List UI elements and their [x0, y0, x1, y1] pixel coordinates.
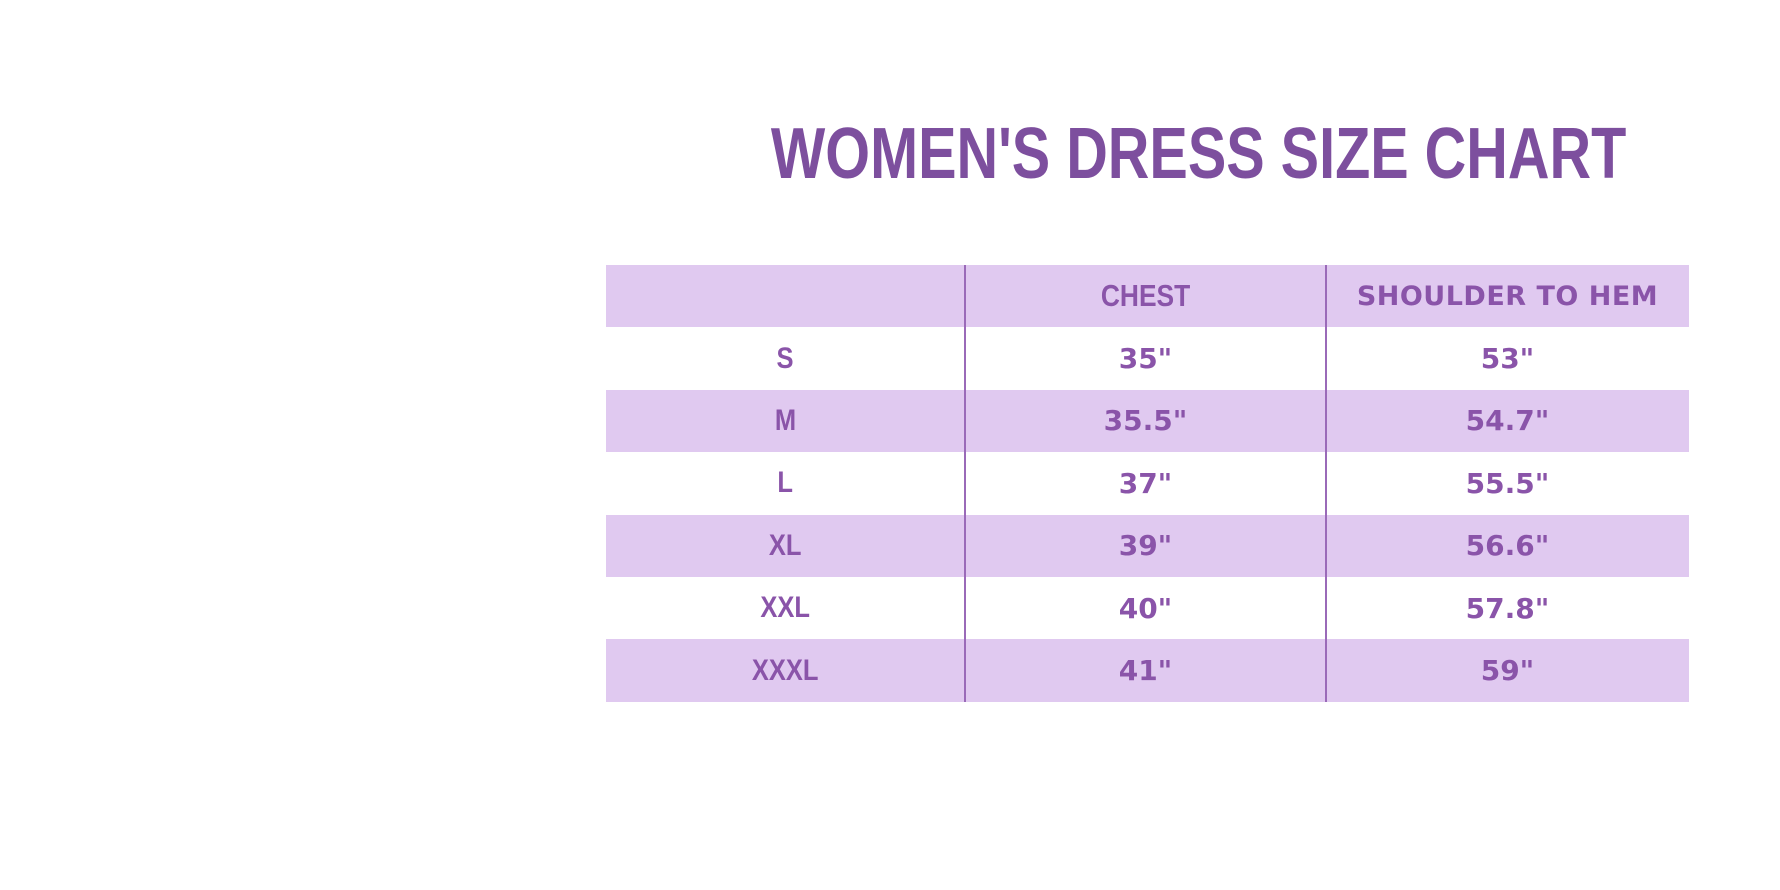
page-title-text: WOMEN'S DRESS SIZE CHART: [770, 114, 1627, 195]
size-cell: XXL: [760, 591, 811, 625]
table-row: XXL 40" 57.8": [606, 577, 1689, 639]
table-header-row: CHEST SHOULDER TO HEM: [606, 265, 1689, 328]
size-chart-table: CHEST SHOULDER TO HEM S 35" 53" M 35.5" …: [606, 265, 1689, 702]
table-row: XXXL 41" 59": [606, 639, 1689, 702]
size-cell: M: [774, 403, 797, 437]
page-title: WOMEN'S DRESS SIZE CHART: [664, 118, 1626, 190]
shoulder-to-hem-cell: 54.7": [1465, 404, 1550, 438]
column-divider: [964, 265, 966, 702]
size-cell: XXXL: [752, 653, 819, 687]
size-cell: XL: [769, 528, 802, 562]
header-cell-chest: CHEST: [1100, 278, 1191, 314]
chest-cell: 41": [1118, 654, 1173, 688]
column-divider: [1325, 265, 1327, 702]
chest-cell: 35.5": [1103, 404, 1188, 438]
shoulder-to-hem-cell: 56.6": [1465, 529, 1550, 563]
shoulder-to-hem-cell: 57.8": [1465, 591, 1550, 625]
header-cell-size: [606, 265, 965, 327]
table-row: XL 39" 56.6": [606, 514, 1689, 577]
size-cell: S: [776, 341, 794, 375]
header-cell-shoulder-to-hem: SHOULDER TO HEM: [1356, 280, 1659, 312]
size-cell: L: [777, 466, 794, 500]
shoulder-to-hem-cell: 59": [1480, 654, 1535, 688]
chest-cell: 35": [1118, 342, 1173, 376]
chest-cell: 40": [1118, 591, 1173, 625]
chest-cell: 37": [1118, 466, 1173, 500]
chest-cell: 39": [1118, 529, 1173, 563]
table-row: L 37" 55.5": [606, 452, 1689, 514]
table-row: M 35.5" 54.7": [606, 389, 1689, 453]
shoulder-to-hem-cell: 55.5": [1465, 466, 1550, 500]
shoulder-to-hem-cell: 53": [1480, 342, 1535, 376]
table-row: S 35" 53": [606, 327, 1689, 389]
